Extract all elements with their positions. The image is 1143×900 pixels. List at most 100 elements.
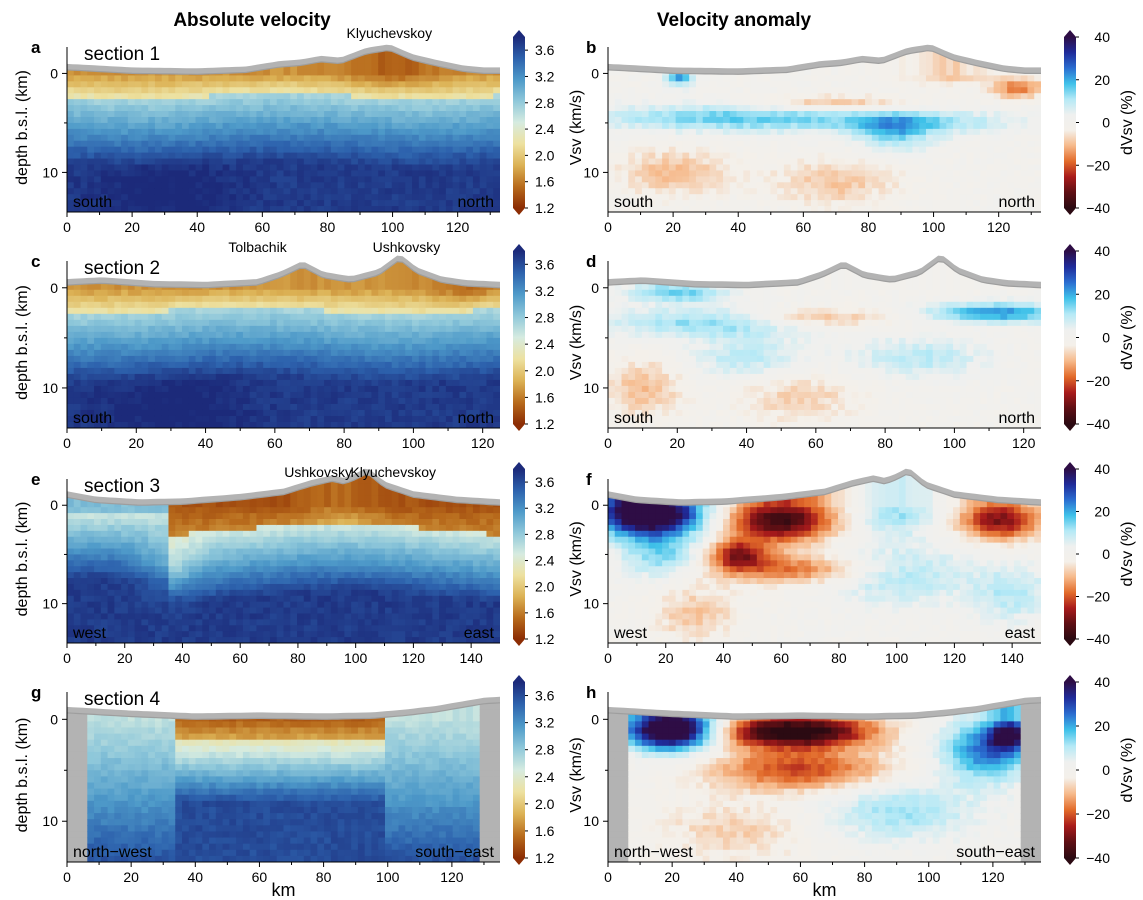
x-tick-label: 80 xyxy=(316,869,332,885)
colorbar-tick-label: 20 xyxy=(1094,72,1110,88)
colorbar-tick-label: 2.4 xyxy=(535,553,555,569)
colorbar-tick-label: 0 xyxy=(1102,546,1110,562)
colorbar-tick-label: 1.2 xyxy=(535,631,555,647)
colorbar-tick-label: 3.6 xyxy=(535,256,555,272)
colorbar-tick-label: 3.2 xyxy=(535,500,555,516)
y-tick-label: 10 xyxy=(583,813,599,829)
x-tick-label: 100 xyxy=(922,219,946,235)
colorbar-tick-label: 1.2 xyxy=(535,200,555,216)
velocity-field-f xyxy=(608,474,1041,643)
left-direction-label: north−west xyxy=(614,844,693,861)
y-tick-label: 0 xyxy=(591,497,599,513)
colorbar-tick-label: 1.2 xyxy=(535,850,555,866)
colorbar-f: −40 −20 0 20 40 dVsv (%) xyxy=(1064,461,1136,647)
colorbar-tick-label: 2.4 xyxy=(535,336,555,352)
colorbar-tick-label: 0 xyxy=(1102,115,1110,131)
section-label: section 3 xyxy=(84,476,160,497)
x-tick-label: 60 xyxy=(793,869,809,885)
colorbar-tick-label: −40 xyxy=(1086,200,1110,216)
right-direction-label: south−east xyxy=(956,844,1035,861)
y-axis-title: Vsv (km/s) xyxy=(568,90,585,166)
x-tick-label: 0 xyxy=(604,435,612,451)
x-tick-label: 100 xyxy=(376,869,400,885)
right-direction-label: east xyxy=(464,625,495,642)
panel-letter: h xyxy=(586,683,596,702)
x-tick-label: 80 xyxy=(336,435,352,451)
velocity-field-e xyxy=(67,474,500,643)
colorbar-tick-label: 2.4 xyxy=(535,769,555,785)
x-tick-label: 40 xyxy=(739,435,755,451)
x-tick-label: 80 xyxy=(861,219,877,235)
colorbar-tick-label: 1.6 xyxy=(535,605,555,621)
x-tick-label: 0 xyxy=(604,869,612,885)
x-tick-label: 0 xyxy=(63,435,71,451)
x-tick-label: 140 xyxy=(459,650,483,666)
x-tick-label: 140 xyxy=(1000,650,1024,666)
colorbar-tick-label: 1.2 xyxy=(535,416,555,432)
y-tick-label: 0 xyxy=(50,497,58,513)
colorbar-tick-label: 2.8 xyxy=(535,526,555,542)
x-tick-label: 80 xyxy=(320,219,336,235)
colorbar-tick-label: 2.4 xyxy=(535,121,555,137)
left-direction-label: west xyxy=(613,625,647,642)
right-direction-label: north xyxy=(999,194,1035,211)
section-label: section 4 xyxy=(84,689,160,710)
colorbar-c: 1.2 1.6 2.0 2.4 2.8 3.2 3.6 xyxy=(513,244,555,432)
x-tick-label: 20 xyxy=(669,435,685,451)
x-tick-label: 0 xyxy=(604,219,612,235)
colorbar-title: dVsv (%) xyxy=(1119,738,1136,803)
x-tick-label: 20 xyxy=(658,650,674,666)
colorbar-d: −40 −20 0 20 40 dVsv (%) xyxy=(1064,243,1136,432)
x-tick-label: 40 xyxy=(175,650,191,666)
x-tick-label: 40 xyxy=(716,650,732,666)
section-label: section 1 xyxy=(84,44,160,65)
panel-letter: g xyxy=(31,683,41,702)
x-tick-label: 20 xyxy=(665,219,681,235)
y-axis-title: depth b.s.l. (km) xyxy=(14,285,31,400)
colorbar-tick-label: 3.2 xyxy=(535,68,555,84)
colorbar-tick-label: 2.0 xyxy=(535,579,555,595)
x-tick-label: 100 xyxy=(344,650,368,666)
panel-letter: a xyxy=(31,38,41,57)
left-direction-label: south xyxy=(614,410,653,427)
colorbar-title: dVsv (%) xyxy=(1119,90,1136,155)
colorbar-tick-label: −20 xyxy=(1086,806,1110,822)
x-tick-label: 100 xyxy=(885,650,909,666)
y-tick-label: 0 xyxy=(591,65,599,81)
colorbar-tick-label: −20 xyxy=(1086,373,1110,389)
x-tick-label: 120 xyxy=(981,869,1005,885)
right-direction-label: east xyxy=(1005,625,1036,642)
panel-c: 0 20 40 60 80 100 120 0 10 depth b.s.l. (km)c sect… xyxy=(14,239,555,451)
x-tick-label: 80 xyxy=(877,435,893,451)
colorbar-g: 1.2 1.6 2.0 2.4 2.8 3.2 3.6 xyxy=(513,675,555,866)
colorbar-title: dVsv (%) xyxy=(1119,305,1136,370)
left-direction-label: south xyxy=(73,194,112,211)
x-tick-label: 60 xyxy=(267,435,283,451)
velocity-field-a xyxy=(67,50,500,213)
colorbar-tick-label: −40 xyxy=(1086,631,1110,647)
x-tick-label: 60 xyxy=(796,219,812,235)
y-axis-title: depth b.s.l. (km) xyxy=(14,70,31,185)
colorbar-tick-label: −40 xyxy=(1086,850,1110,866)
colorbar-tick-label: 40 xyxy=(1094,243,1110,259)
colorbar-tick-label: −40 xyxy=(1086,416,1110,432)
y-tick-label: 10 xyxy=(42,164,58,180)
colorbar-b: −40 −20 0 20 40 dVsv (%) xyxy=(1064,29,1136,216)
y-tick-label: 10 xyxy=(42,813,58,829)
x-tick-label: 100 xyxy=(917,869,941,885)
x-tick-label: 20 xyxy=(117,650,133,666)
colorbar-tick-label: 3.6 xyxy=(535,42,555,58)
colorbar-tick-label: 3.6 xyxy=(535,688,555,704)
colorbar-e: 1.2 1.6 2.0 2.4 2.8 3.2 3.6 xyxy=(513,462,555,647)
colorbar-a: 1.2 1.6 2.0 2.4 2.8 3.2 3.6 xyxy=(513,30,555,216)
colorbar-tick-label: 2.0 xyxy=(535,147,555,163)
volcano-label: Klyuchevskoy xyxy=(350,464,436,480)
colorbar-tick-label: 2.8 xyxy=(535,95,555,111)
colorbar-tick-label: 40 xyxy=(1094,461,1110,477)
x-tick-label: 40 xyxy=(188,869,204,885)
y-tick-label: 10 xyxy=(583,380,599,396)
